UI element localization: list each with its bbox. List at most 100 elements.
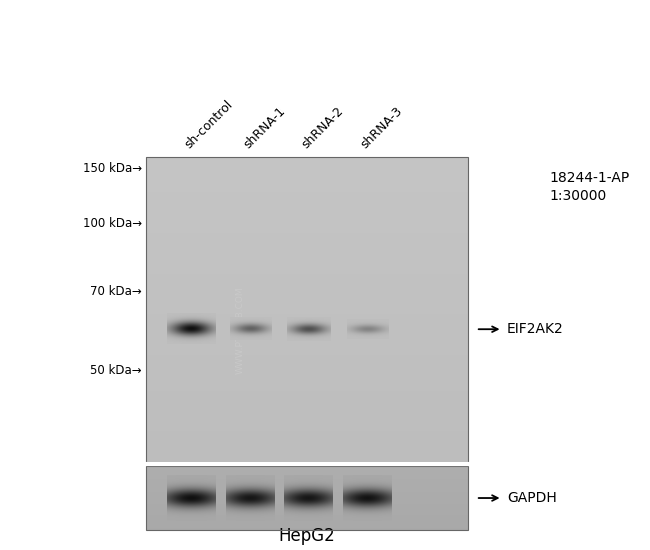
Bar xyxy=(146,475,468,477)
Bar xyxy=(146,496,468,499)
Bar xyxy=(146,469,468,471)
Bar xyxy=(146,401,468,406)
Bar xyxy=(146,452,468,458)
Bar xyxy=(146,500,468,503)
Bar xyxy=(146,207,468,213)
Bar xyxy=(146,492,468,494)
Bar xyxy=(146,416,468,422)
Bar xyxy=(146,233,468,239)
Text: 150 kDa→: 150 kDa→ xyxy=(83,162,142,175)
Bar xyxy=(146,481,468,484)
Bar xyxy=(146,483,468,486)
Bar xyxy=(146,504,468,507)
Text: EIF2AK2: EIF2AK2 xyxy=(507,322,564,336)
Bar xyxy=(146,426,468,432)
Bar xyxy=(146,213,468,218)
Bar xyxy=(146,329,468,336)
Bar xyxy=(146,177,468,183)
Bar xyxy=(146,396,468,402)
Bar xyxy=(146,437,468,442)
Bar xyxy=(146,381,468,386)
Bar xyxy=(146,197,468,203)
Bar xyxy=(146,274,468,279)
Bar xyxy=(146,494,468,497)
Text: shRNA-2: shRNA-2 xyxy=(300,104,346,151)
Bar xyxy=(146,486,468,488)
Bar xyxy=(146,249,468,254)
Bar xyxy=(146,284,468,289)
Bar xyxy=(146,228,468,234)
Bar xyxy=(146,360,468,366)
Text: GAPDH: GAPDH xyxy=(507,491,557,505)
Bar xyxy=(146,289,468,295)
Bar xyxy=(146,411,468,417)
Bar xyxy=(146,513,468,515)
Bar xyxy=(146,466,468,530)
Bar xyxy=(146,511,468,513)
Bar xyxy=(146,479,468,482)
Text: 100 kDa→: 100 kDa→ xyxy=(83,217,142,230)
Bar xyxy=(146,254,468,259)
Bar xyxy=(146,345,468,351)
Bar xyxy=(146,466,468,469)
Bar xyxy=(146,167,468,173)
Bar xyxy=(146,447,468,452)
Bar xyxy=(146,340,468,345)
Bar xyxy=(146,386,468,391)
Bar xyxy=(146,376,468,381)
Bar xyxy=(146,515,468,518)
Bar xyxy=(146,299,468,305)
Bar xyxy=(146,279,468,284)
Bar xyxy=(146,365,468,371)
Bar xyxy=(146,320,468,325)
Bar xyxy=(146,350,468,356)
Bar xyxy=(146,477,468,480)
Bar xyxy=(146,521,468,524)
Text: sh-control: sh-control xyxy=(183,98,236,151)
Bar xyxy=(146,519,468,522)
Text: HepG2: HepG2 xyxy=(278,527,335,545)
Bar xyxy=(146,507,468,509)
Bar xyxy=(146,304,468,310)
Bar xyxy=(146,269,468,274)
Bar xyxy=(146,487,468,490)
Bar xyxy=(146,502,468,505)
Bar xyxy=(146,258,468,264)
Bar xyxy=(146,525,468,528)
Text: 50 kDa→: 50 kDa→ xyxy=(90,364,142,377)
Bar xyxy=(146,294,468,300)
Bar xyxy=(146,517,468,520)
Bar xyxy=(146,371,468,376)
Bar xyxy=(146,527,468,530)
Bar xyxy=(146,157,468,462)
Bar xyxy=(146,182,468,188)
Bar xyxy=(146,192,468,198)
Bar xyxy=(146,263,468,269)
Bar xyxy=(146,218,468,223)
Bar xyxy=(146,421,468,427)
Bar xyxy=(146,223,468,229)
Bar xyxy=(146,202,468,208)
Bar xyxy=(146,335,468,340)
Text: shRNA-1: shRNA-1 xyxy=(241,104,288,151)
Bar xyxy=(146,498,468,500)
Bar xyxy=(146,524,468,526)
Bar xyxy=(146,442,468,447)
Bar xyxy=(146,162,468,167)
Bar xyxy=(146,509,468,512)
Bar xyxy=(146,243,468,249)
Bar xyxy=(146,238,468,244)
Bar xyxy=(146,473,468,475)
Bar xyxy=(146,309,468,315)
Text: 70 kDa→: 70 kDa→ xyxy=(90,284,142,298)
Bar xyxy=(146,457,468,463)
Bar xyxy=(146,355,468,361)
Bar xyxy=(146,157,468,162)
Bar xyxy=(146,315,468,320)
Bar xyxy=(146,187,468,193)
Bar xyxy=(146,324,468,330)
Text: 18244-1-AP
1:30000: 18244-1-AP 1:30000 xyxy=(549,171,629,203)
Bar xyxy=(146,431,468,437)
Bar xyxy=(146,172,468,178)
Bar xyxy=(146,471,468,474)
